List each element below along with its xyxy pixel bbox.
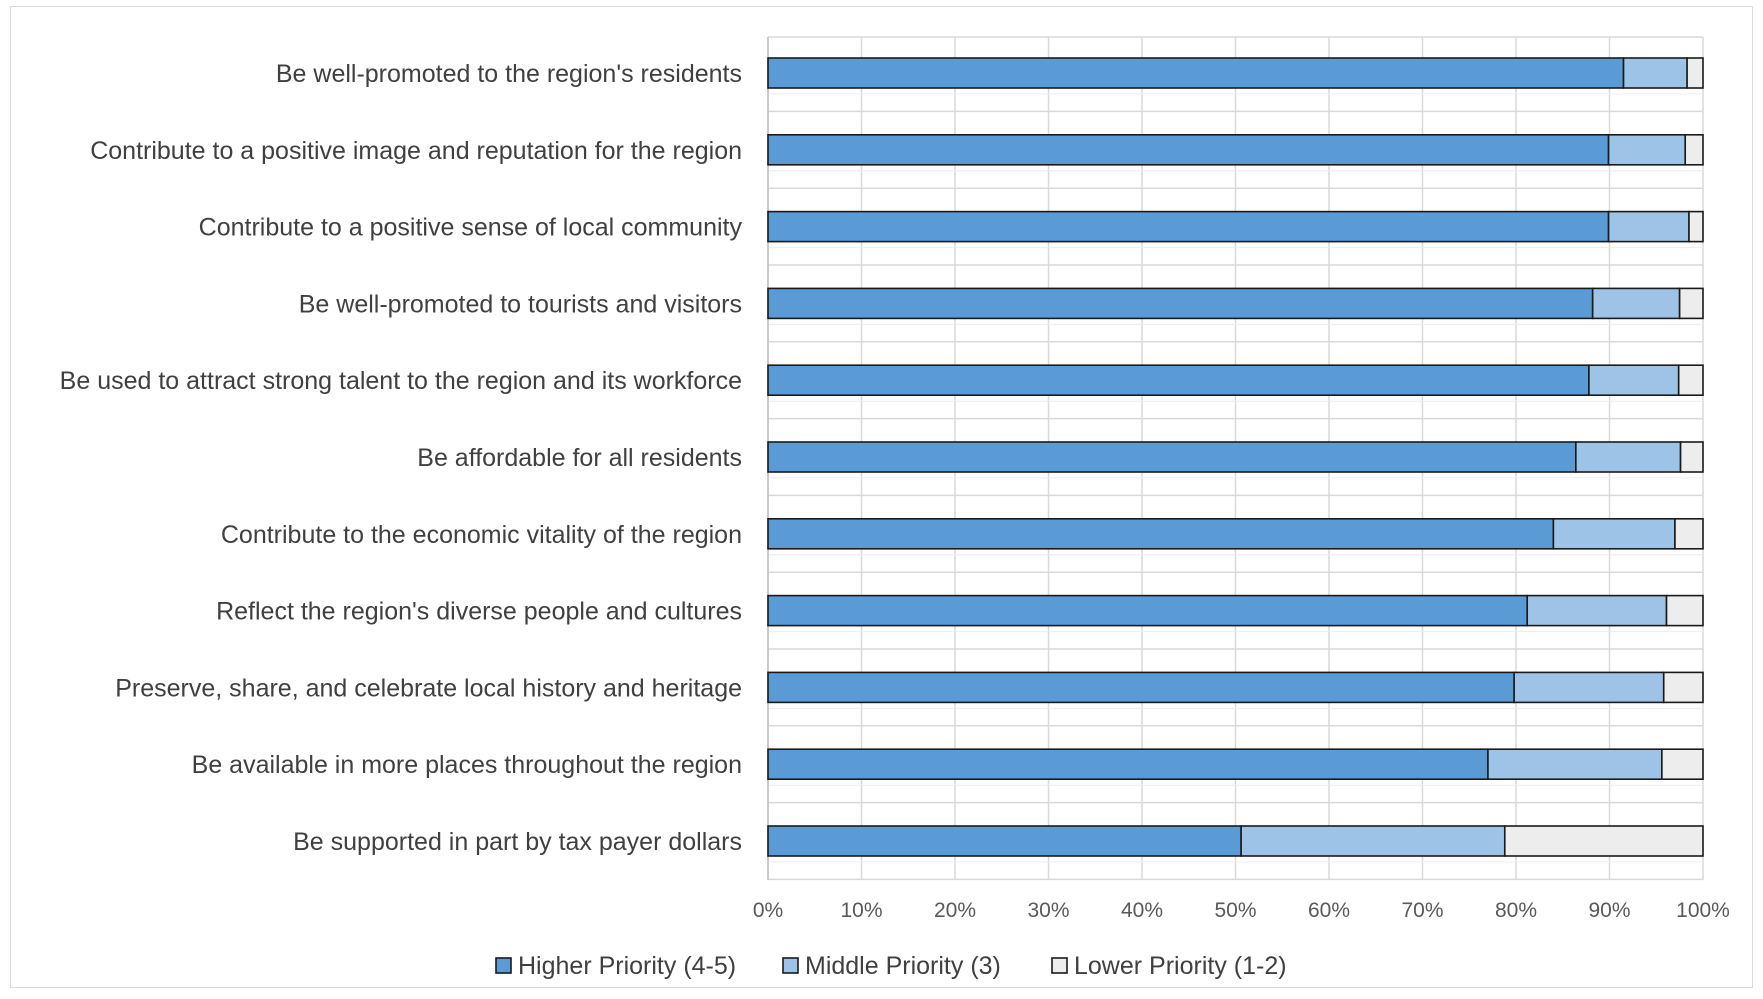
category-label: Be available in more places throughout t… bbox=[192, 751, 742, 779]
legend-label: Lower Priority (1-2) bbox=[1074, 952, 1287, 980]
bar-segment-middle bbox=[1622, 57, 1688, 89]
bar-segment-middle bbox=[1240, 825, 1506, 857]
bar-segment-lower bbox=[1665, 594, 1704, 627]
bar-segment-middle bbox=[1588, 364, 1680, 397]
legend-swatch bbox=[495, 957, 512, 974]
x-tick-label: 80% bbox=[1495, 899, 1537, 922]
category-label: Contribute to a positive image and reput… bbox=[90, 137, 742, 165]
bar-segment-middle bbox=[1607, 210, 1690, 243]
category-label: Be used to attract strong talent to the … bbox=[60, 367, 742, 395]
x-tick-label: 30% bbox=[1027, 899, 1069, 922]
bar-segment-lower bbox=[1688, 210, 1704, 243]
x-tick-label: 50% bbox=[1214, 899, 1256, 922]
bar-segment-middle bbox=[1552, 517, 1676, 550]
x-tick-label: 60% bbox=[1308, 899, 1350, 922]
bar-segment-lower bbox=[1686, 57, 1704, 89]
bar-segment-higher bbox=[767, 517, 1555, 550]
bar-segment-lower bbox=[1678, 287, 1704, 320]
bar-segment-higher bbox=[767, 57, 1625, 89]
chart-frame bbox=[10, 6, 1753, 988]
legend-swatch bbox=[782, 957, 799, 974]
bar-segment-middle bbox=[1526, 594, 1668, 627]
bars bbox=[767, 57, 1704, 857]
x-tick-label: 20% bbox=[934, 899, 976, 922]
x-tick-label: 10% bbox=[840, 899, 882, 922]
category-label: Preserve, share, and celebrate local his… bbox=[115, 674, 742, 702]
bar-segment-lower bbox=[1674, 517, 1704, 550]
category-label: Contribute to the economic vitality of t… bbox=[221, 521, 742, 549]
category-label: Reflect the region's diverse people and … bbox=[216, 598, 742, 626]
category-label: Be well-promoted to tourists and visitor… bbox=[299, 290, 742, 318]
bar-segment-lower bbox=[1684, 134, 1704, 166]
legend-label: Middle Priority (3) bbox=[805, 952, 1001, 980]
x-tick-label: 40% bbox=[1121, 899, 1163, 922]
bar-segment-lower bbox=[1503, 825, 1704, 857]
bar-segment-higher bbox=[767, 287, 1594, 320]
bar-segment-higher bbox=[767, 134, 1610, 166]
bar-segment-middle bbox=[1607, 134, 1687, 166]
legend-label: Higher Priority (4-5) bbox=[518, 952, 736, 980]
legend: Higher Priority (4-5) Middle Priority (3)… bbox=[495, 952, 1287, 980]
bar-segment-higher bbox=[767, 594, 1529, 627]
bar-segment-lower bbox=[1679, 441, 1704, 473]
category-label: Be well-promoted to the region's residen… bbox=[276, 60, 742, 88]
bar-segment-higher bbox=[767, 825, 1242, 857]
bar-segment-lower bbox=[1661, 748, 1704, 781]
x-tick-label: 100% bbox=[1676, 899, 1730, 922]
category-label: Be supported in part by tax payer dollar… bbox=[293, 828, 742, 856]
bar-segment-middle bbox=[1513, 671, 1665, 704]
bar-segment-middle bbox=[1487, 748, 1663, 781]
bar-segment-higher bbox=[767, 671, 1515, 704]
bar-segment-higher bbox=[767, 441, 1577, 473]
bar-segment-higher bbox=[767, 364, 1590, 397]
x-axis-tick-labels: 0% 10% 20% 30% 40% 50% 60% 70% 80% 90% 100% bbox=[753, 899, 1730, 922]
bar-segment-lower bbox=[1662, 671, 1704, 704]
category-labels: Be well-promoted to the region's residen… bbox=[60, 60, 743, 856]
bar-segment-higher bbox=[767, 210, 1610, 243]
bar-segment-middle bbox=[1591, 287, 1681, 320]
category-label: Be affordable for all residents bbox=[417, 444, 742, 472]
legend-swatch bbox=[1051, 957, 1068, 974]
x-tick-label: 90% bbox=[1588, 899, 1630, 922]
bar-segment-higher bbox=[767, 748, 1489, 781]
x-tick-label: 0% bbox=[753, 899, 783, 922]
x-tick-label: 70% bbox=[1401, 899, 1443, 922]
bar-segment-middle bbox=[1575, 441, 1682, 473]
category-label: Contribute to a positive sense of local … bbox=[199, 214, 743, 242]
bar-segment-lower bbox=[1677, 364, 1704, 397]
